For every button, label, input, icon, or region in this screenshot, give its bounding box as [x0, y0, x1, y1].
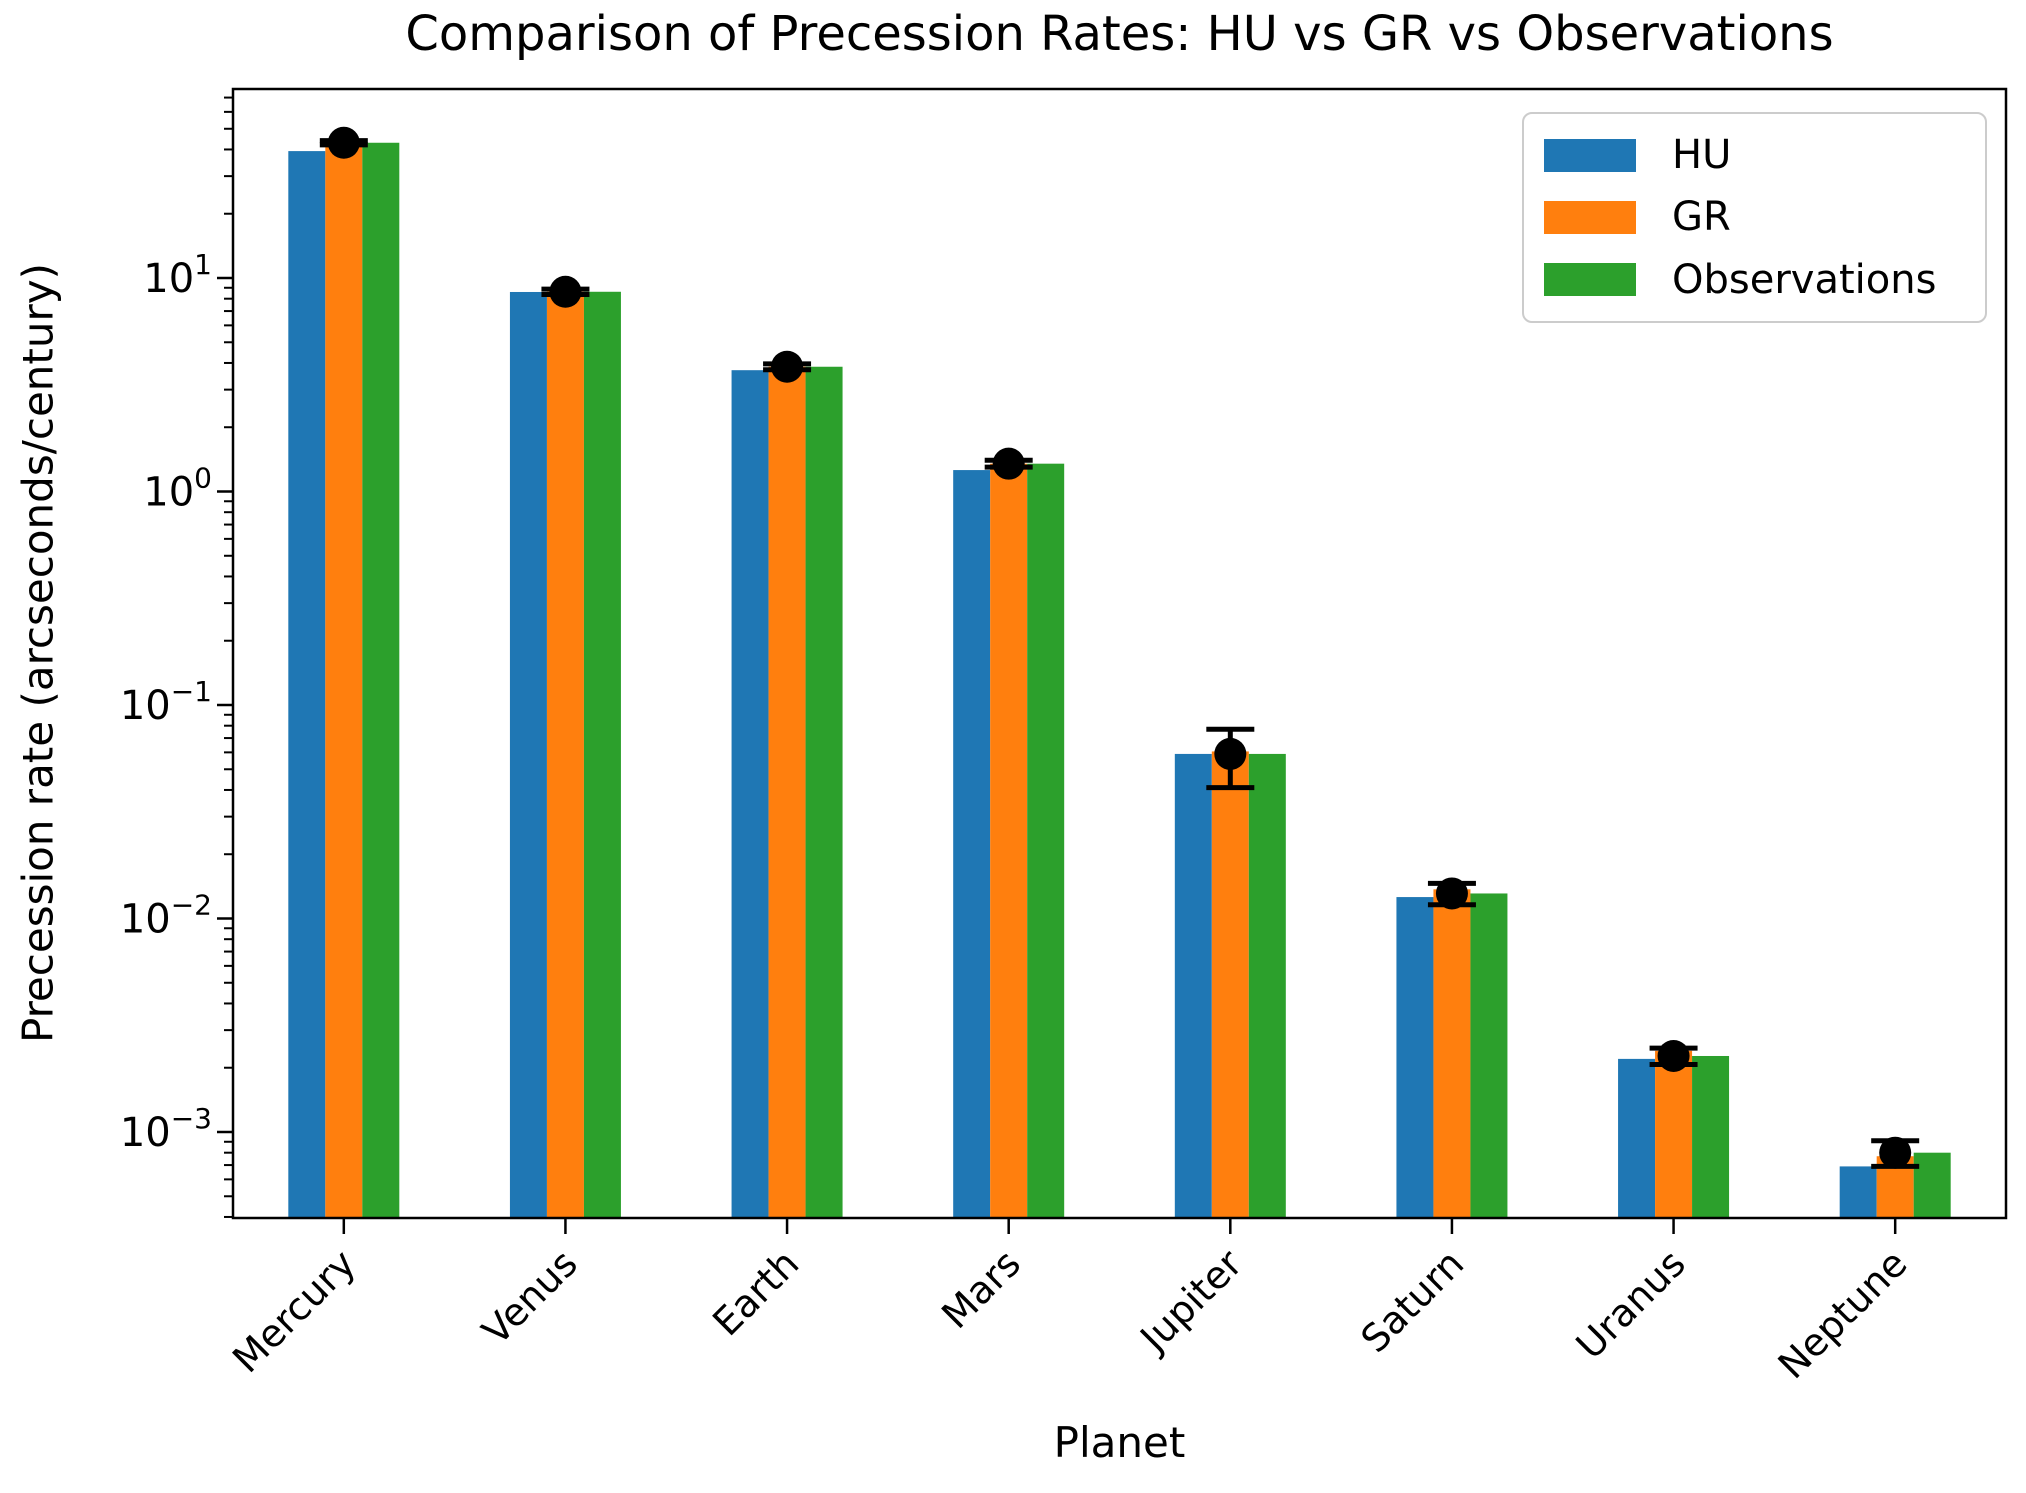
bar-gr-earth	[768, 366, 806, 1219]
bar-hu-earth	[731, 370, 769, 1218]
bar-observations-mercury	[362, 142, 400, 1218]
bar-observations-venus	[583, 291, 621, 1219]
bar-hu-venus	[509, 291, 547, 1218]
legend-item-gr: GR	[1544, 197, 1985, 237]
y-tick-label: 10−2	[120, 889, 212, 943]
y-tick-label: 101	[143, 248, 212, 302]
legend-swatch-gr	[1544, 200, 1636, 234]
observation-marker-uranus	[1657, 1039, 1690, 1072]
bar-gr-saturn	[1433, 889, 1471, 1218]
bar-hu-mars	[953, 470, 991, 1218]
x-axis-label: Planet	[1053, 1418, 1186, 1467]
bar-hu-neptune	[1839, 1166, 1877, 1218]
observation-marker-mercury	[327, 126, 360, 159]
x-tick-label-earth: Earth	[704, 1241, 807, 1344]
x-tick-label-jupiter: Jupiter	[1131, 1241, 1251, 1361]
chart-title: Comparison of Precession Rates: HU vs GR…	[405, 6, 1834, 62]
bar-hu-jupiter	[1174, 753, 1212, 1218]
x-tick-label-uranus: Uranus	[1568, 1241, 1694, 1367]
observation-marker-venus	[549, 275, 582, 308]
legend-label-observations: Observations	[1672, 256, 1937, 303]
bar-hu-saturn	[1396, 897, 1434, 1218]
bar-gr-mercury	[325, 142, 363, 1218]
bar-observations-earth	[805, 366, 843, 1219]
bar-gr-uranus	[1655, 1050, 1693, 1218]
bar-observations-jupiter	[1248, 753, 1286, 1218]
y-tick-label: 100	[143, 462, 212, 516]
legend-label-hu: HU	[1672, 132, 1732, 179]
bar-observations-uranus	[1692, 1055, 1730, 1218]
x-tick-label-neptune: Neptune	[1770, 1241, 1916, 1387]
observation-marker-saturn	[1435, 877, 1468, 910]
bar-hu-uranus	[1618, 1058, 1656, 1218]
bar-hu-mercury	[288, 151, 326, 1219]
y-tick-label: 10−1	[120, 675, 212, 729]
bar-observations-neptune	[1913, 1152, 1951, 1218]
bar-observations-saturn	[1470, 893, 1508, 1218]
bar-gr-jupiter	[1211, 751, 1249, 1218]
x-tick-label-mercury: Mercury	[224, 1241, 364, 1381]
y-tick-label: 10−3	[120, 1102, 212, 1156]
observation-marker-mars	[992, 447, 1025, 480]
legend-swatch-hu	[1544, 138, 1636, 172]
legend-item-observations: Observations	[1544, 260, 1985, 300]
x-tick-label-saturn: Saturn	[1352, 1241, 1472, 1361]
legend-item-hu: HU	[1544, 135, 1985, 175]
legend-swatch-observations	[1544, 263, 1636, 297]
bar-observations-mars	[1027, 463, 1065, 1219]
x-tick-label-mars: Mars	[933, 1241, 1029, 1337]
legend-label-gr: GR	[1672, 194, 1731, 241]
bar-gr-mars	[990, 463, 1028, 1219]
observation-marker-neptune	[1879, 1136, 1912, 1169]
x-tick-label-venus: Venus	[474, 1241, 586, 1353]
observation-marker-jupiter	[1214, 737, 1247, 770]
observation-marker-earth	[771, 350, 804, 383]
bar-gr-venus	[546, 291, 584, 1219]
legend: HU GR Observations	[1522, 112, 1987, 323]
plot-border	[231, 87, 2008, 1220]
